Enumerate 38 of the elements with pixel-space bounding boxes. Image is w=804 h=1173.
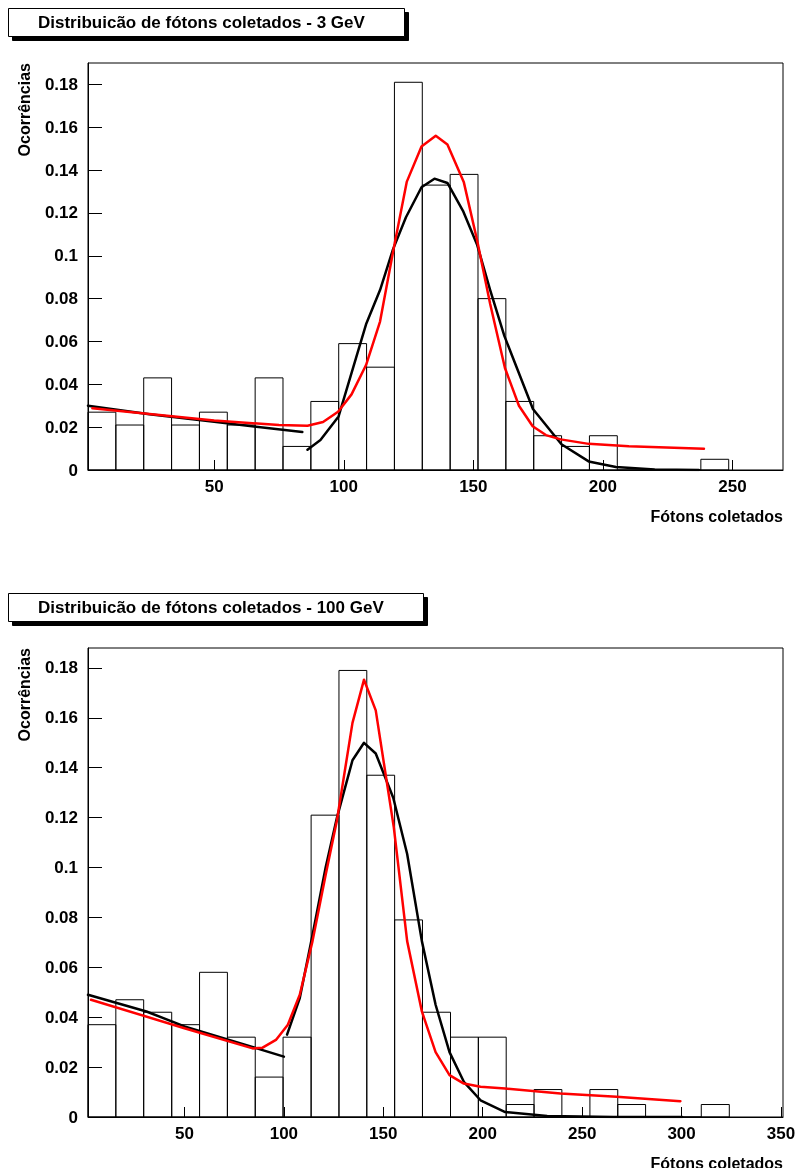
- y-tick-label: 0.04: [44, 374, 79, 394]
- chart-title: Distribuicão de fótons coletados - 100 GeV: [38, 598, 385, 617]
- x-axis-title: Fótons coletados: [650, 507, 784, 525]
- y-tick-label: 0.1: [54, 858, 78, 878]
- x-tick-label: 150: [459, 477, 488, 496]
- x-axis-title: Fótons coletados: [650, 1154, 784, 1172]
- x-tick-label: 200: [468, 1124, 497, 1143]
- chart-title: Distribuicão de fótons coletados - 3 GeV: [38, 13, 366, 32]
- y-tick-label: 0.16: [44, 117, 78, 137]
- y-tick-label: 0.02: [44, 1057, 78, 1077]
- x-tick-label: 50: [204, 477, 224, 496]
- x-tick-label: 350: [766, 1124, 796, 1143]
- y-tick-label: 0.08: [44, 907, 78, 927]
- x-tick-label: 250: [718, 477, 747, 496]
- x-tick-label: 200: [588, 477, 618, 496]
- x-tick-label: 300: [667, 1124, 696, 1143]
- y-tick-label: 0.16: [44, 708, 78, 728]
- y-tick-label: 0.04: [44, 1007, 79, 1027]
- y-tick-label: 0.14: [44, 160, 79, 180]
- y-axis-title: Ocorrências: [15, 62, 33, 157]
- y-tick-label: 0.1: [54, 246, 78, 266]
- x-tick-label: 250: [567, 1124, 597, 1143]
- y-tick-label: 0.06: [44, 957, 78, 977]
- x-tick-label: 150: [369, 1124, 398, 1143]
- y-tick-label: 0.06: [44, 331, 78, 351]
- y-tick-label: 0.12: [44, 808, 78, 828]
- y-tick-label: 0.18: [44, 658, 78, 678]
- y-tick-label: 0.14: [44, 758, 79, 778]
- x-tick-label: 50: [174, 1124, 194, 1143]
- y-tick-label: 0.12: [44, 203, 78, 223]
- y-tick-label: 0.18: [44, 74, 78, 94]
- x-tick-label: 100: [269, 1124, 299, 1143]
- x-tick-label: 100: [329, 477, 358, 496]
- y-tick-label: 0.08: [44, 289, 78, 309]
- y-axis-title: Ocorrências: [15, 647, 33, 742]
- y-tick-label: 0: [68, 460, 78, 480]
- y-tick-label: 0: [68, 1107, 78, 1127]
- y-tick-label: 0.02: [44, 417, 78, 437]
